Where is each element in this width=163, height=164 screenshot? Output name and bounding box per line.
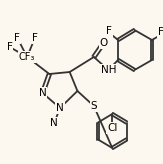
Text: Cl: Cl bbox=[107, 123, 118, 133]
Text: F: F bbox=[7, 42, 13, 52]
Text: N: N bbox=[39, 88, 46, 98]
Text: F: F bbox=[158, 27, 163, 37]
Text: NH: NH bbox=[101, 65, 116, 75]
Text: N: N bbox=[50, 118, 58, 128]
Text: O: O bbox=[99, 38, 108, 48]
Text: N: N bbox=[56, 103, 64, 113]
Text: S: S bbox=[91, 101, 97, 111]
Text: F: F bbox=[32, 33, 38, 43]
Text: CF₃: CF₃ bbox=[19, 52, 35, 62]
Text: F: F bbox=[106, 26, 112, 36]
Text: F: F bbox=[15, 33, 20, 43]
